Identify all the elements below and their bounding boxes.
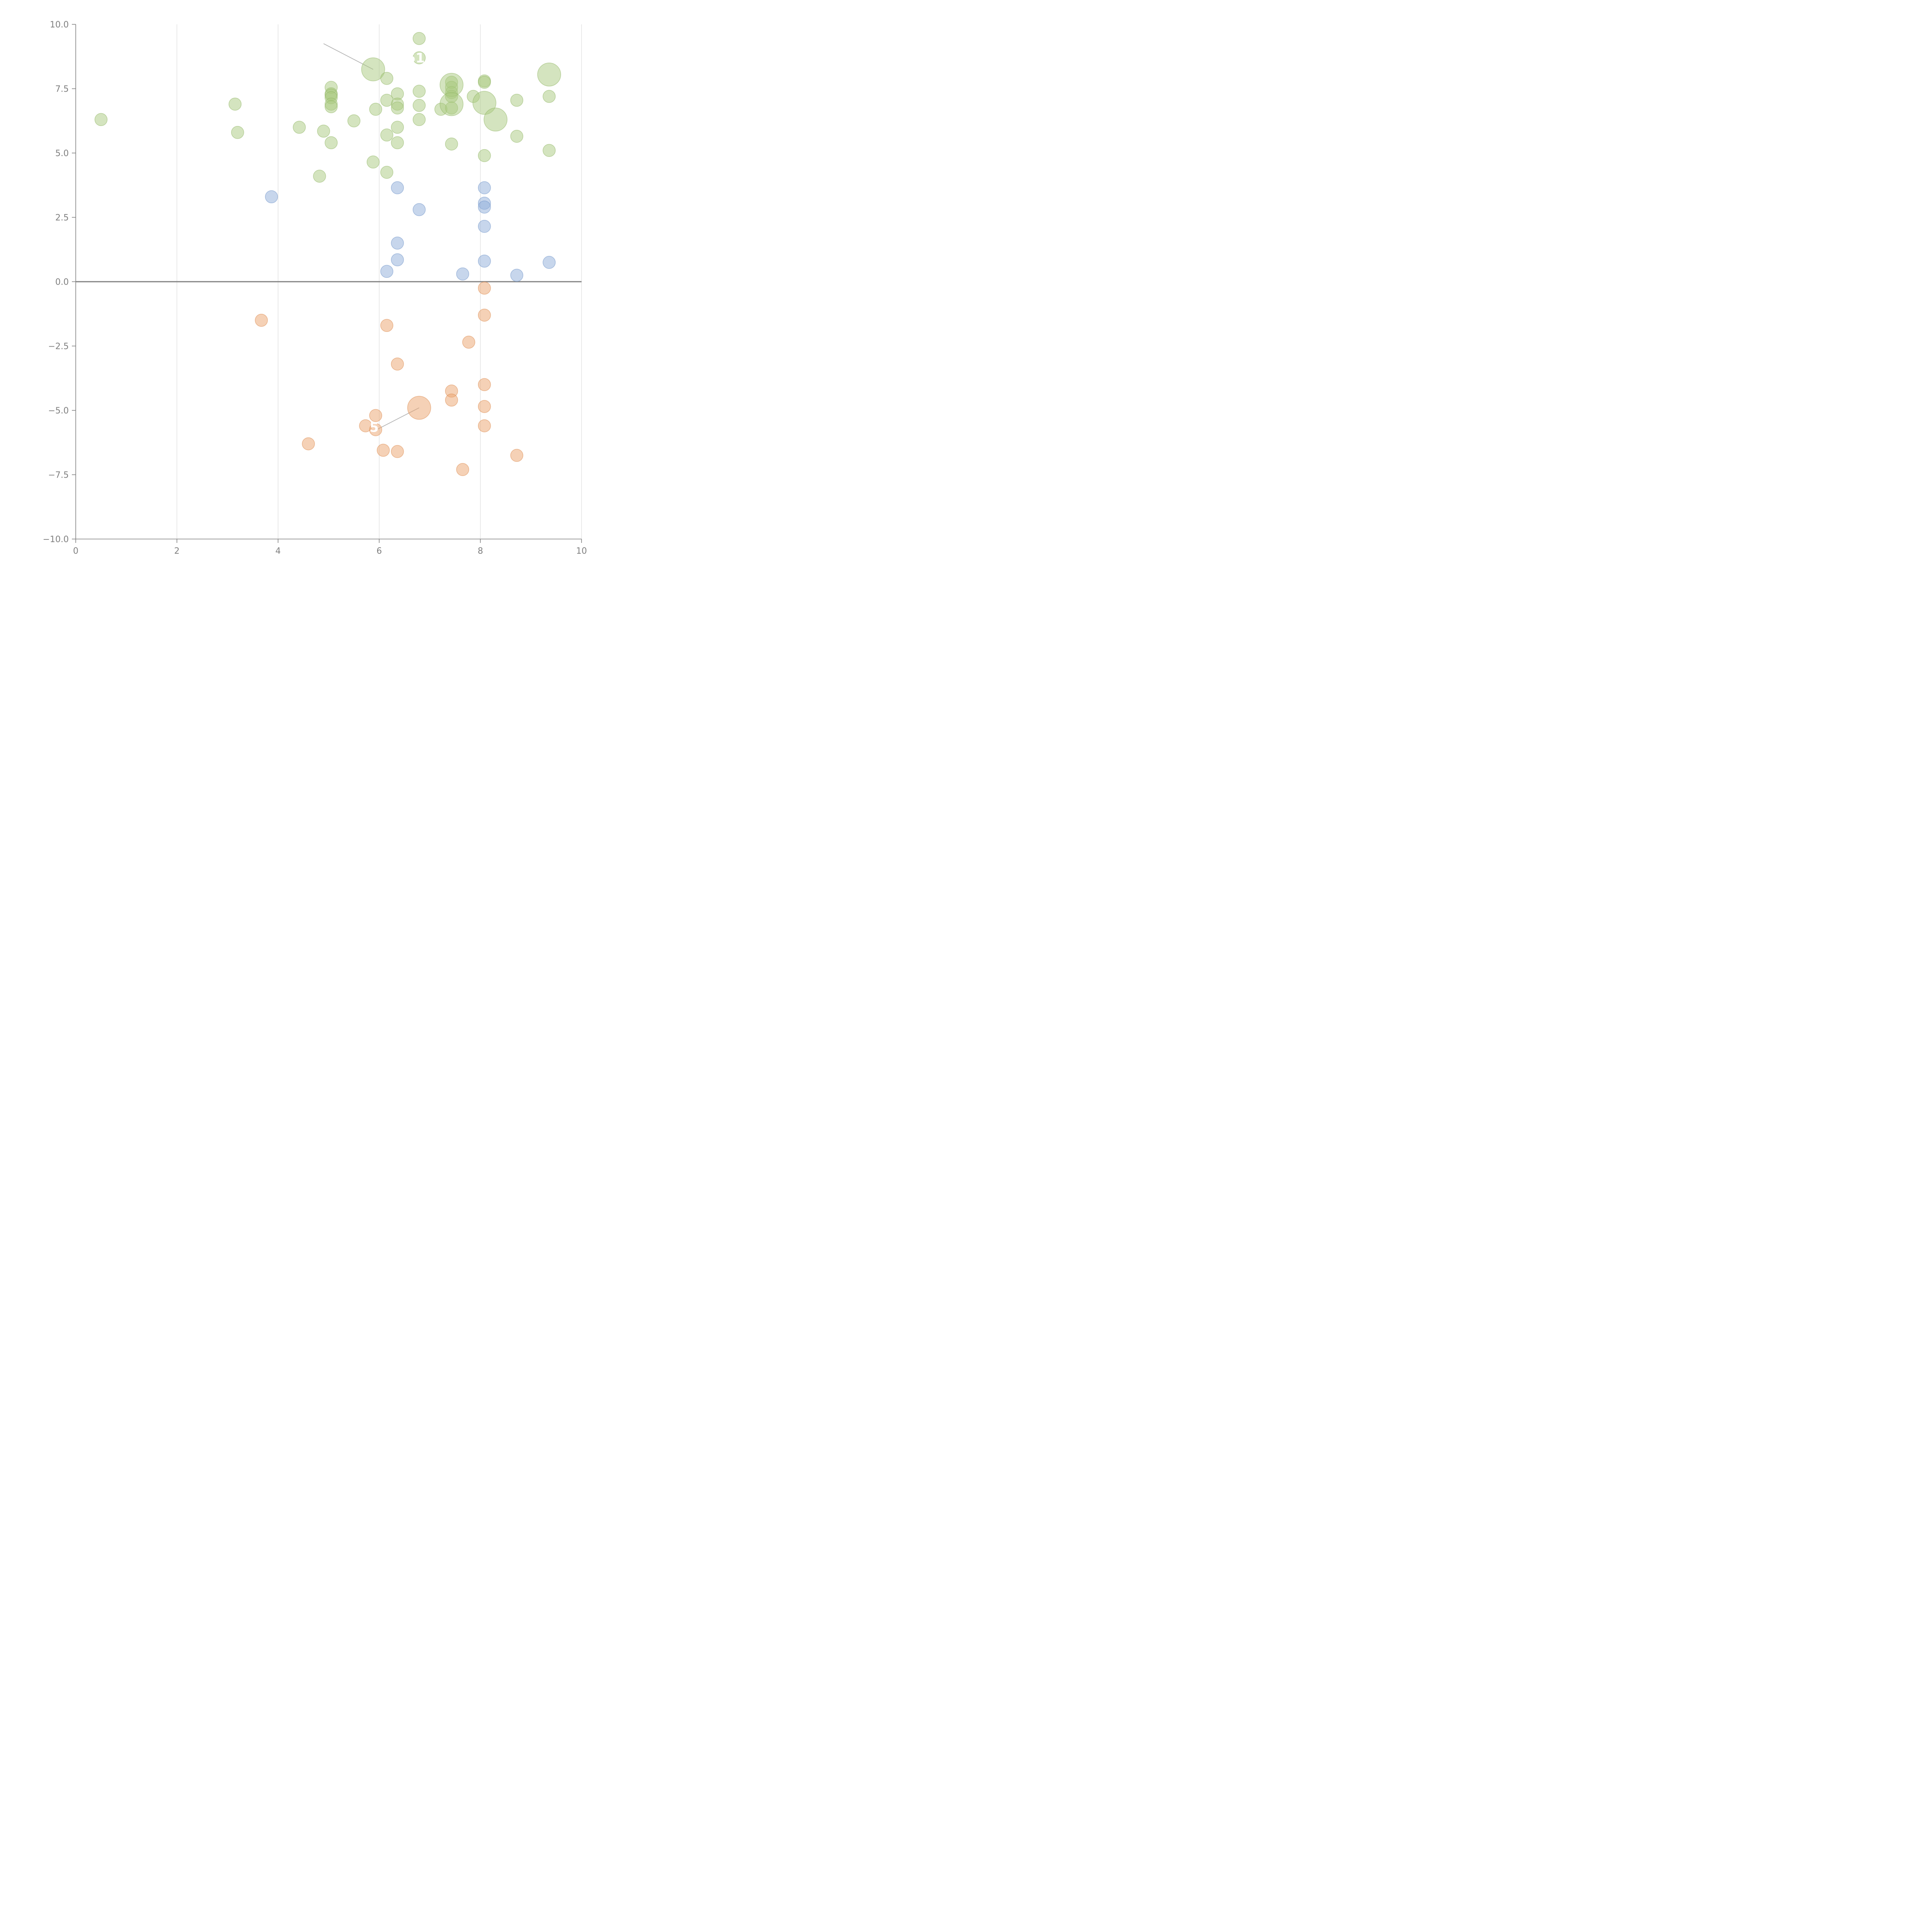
label-layer: 51 5 [369,51,425,435]
y-tick-label: 0.0 [55,277,69,287]
x-tick-label: 8 [478,546,483,556]
data-point-green [391,101,404,115]
x-tick-label: 4 [276,546,281,556]
data-point-green [543,144,556,157]
point-annotation-label: 5 [369,420,379,435]
data-point-green [439,92,464,116]
data-point-green [313,170,326,183]
point-annotation-label: 51 [406,51,425,66]
data-point-orange [369,409,382,422]
data-point-green [413,113,426,126]
data-point-green [317,124,330,138]
data-point-blue [478,220,491,233]
data-point-green [391,136,404,150]
data-point-green [369,103,382,116]
data-point-blue [510,269,524,282]
data-point-green [325,100,338,113]
y-tick-label: −2.5 [48,342,69,352]
data-point-orange [255,314,268,327]
y-tick-label: −10.0 [43,535,69,544]
data-point-green [325,136,338,150]
data-point-green [391,121,404,134]
data-point-green [472,91,497,115]
x-tick-label: 0 [73,546,78,556]
data-point-green [413,85,426,98]
data-point-orange [302,437,315,451]
data-point-orange [391,357,404,371]
data-point-orange [462,335,475,349]
data-point-green [413,51,426,65]
data-point-orange [456,463,469,476]
data-point-green [543,90,556,103]
data-point-green [228,97,242,111]
axis-layer: 10.0 7.5 5.0 2.5 0.0 −2.5 −5.0 −7.5 −10.0 0 2 4 6 8 10 [43,20,587,556]
data-point-orange [380,319,393,332]
data-point-green [293,121,306,134]
data-point-green [510,94,524,107]
data-point-green [510,129,524,143]
y-tick-label: 7.5 [55,85,69,94]
data-point-blue [543,256,556,269]
data-point-blue [478,254,491,268]
data-point-green [380,128,393,142]
chart-svg: 10.07.55.02.50.0−2.5−5.0−7.5−10.00 2 4 6 8 10… [43,20,587,556]
data-point-orange [377,444,390,457]
y-tick-label: 10.0 [50,20,69,30]
y-tick-label: 5.0 [55,149,69,158]
point-layer [94,32,561,476]
y-tick-label: −5.0 [48,406,69,416]
data-point-orange [391,445,404,458]
data-point-orange [478,419,491,432]
scatter-chart: 10.0 7.5 5.0 2.5 0.0 −2.5 −5.0 −7.5 −10.0 0 2 4 6 8 10… [0,0,604,604]
data-point-blue [380,265,393,278]
data-point-green [537,63,561,87]
data-point-blue [456,267,469,281]
data-point-green [478,76,491,89]
data-point-green [413,32,426,45]
data-point-blue [478,181,491,194]
data-point-green [231,126,244,139]
data-point-orange [369,423,382,436]
x-tick-label: 2 [174,546,180,556]
data-point-green [478,149,491,162]
data-point-orange [510,449,524,462]
data-point-blue [391,236,404,250]
y-tick-label: 2.5 [55,213,69,223]
data-point-blue [391,253,404,267]
y-tick-label: −7.5 [48,471,69,480]
data-point-green [483,107,508,132]
data-point-orange [478,281,491,295]
data-point-orange [445,393,458,407]
data-point-green [361,57,385,82]
data-point-green [445,137,458,151]
data-point-blue [265,190,278,203]
data-point-green [380,166,393,179]
data-point-orange [407,396,431,420]
data-point-orange [478,400,491,413]
data-point-blue [391,181,404,194]
data-point-green [380,72,393,85]
x-tick-label: 10 [576,546,587,556]
data-point-blue [478,201,491,214]
data-point-orange [478,378,491,391]
data-point-orange [478,308,491,322]
data-point-green [94,113,108,126]
data-point-blue [413,203,426,216]
data-point-green [347,114,361,128]
data-point-green [413,99,426,112]
x-tick-label: 6 [376,546,382,556]
data-point-green [366,155,380,169]
